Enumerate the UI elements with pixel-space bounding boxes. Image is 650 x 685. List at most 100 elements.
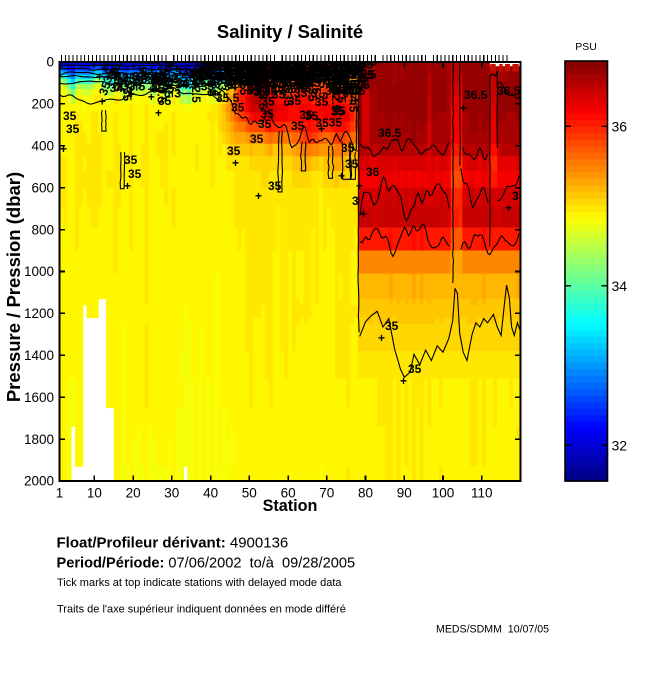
svg-text:35.5: 35.5	[246, 70, 260, 94]
svg-text:110: 110	[471, 486, 493, 501]
svg-text:35: 35	[335, 74, 349, 88]
svg-text:+: +	[173, 62, 180, 76]
svg-text:34: 34	[334, 73, 348, 87]
svg-text:35: 35	[247, 83, 261, 97]
svg-text:+: +	[190, 65, 197, 79]
svg-text:33.5: 33.5	[342, 56, 366, 70]
svg-text:35: 35	[338, 61, 352, 75]
svg-text:35: 35	[281, 70, 295, 84]
svg-text:35: 35	[214, 70, 228, 84]
svg-text:80: 80	[358, 486, 373, 501]
svg-text:35: 35	[293, 72, 307, 86]
svg-text:+: +	[320, 75, 327, 89]
svg-text:+: +	[113, 67, 120, 81]
svg-text:35: 35	[255, 62, 269, 76]
svg-text:35: 35	[306, 88, 320, 102]
svg-text:35: 35	[253, 85, 267, 99]
svg-text:Tick marks at top indicate sta: Tick marks at top indicate stations with…	[57, 577, 342, 589]
svg-text:+: +	[307, 66, 314, 80]
svg-text:35: 35	[273, 57, 287, 71]
svg-text:33.5: 33.5	[256, 87, 270, 111]
svg-text:35: 35	[288, 59, 302, 73]
svg-text:+: +	[218, 72, 225, 86]
svg-text:+: +	[252, 62, 259, 76]
svg-text:5: 5	[237, 83, 251, 90]
svg-text:5: 5	[306, 70, 313, 84]
svg-text:+: +	[265, 54, 272, 68]
svg-text:35: 35	[360, 58, 374, 72]
svg-text:+: +	[152, 68, 159, 82]
svg-text:+: +	[250, 74, 257, 88]
svg-text:34: 34	[294, 72, 308, 86]
svg-text:32.5: 32.5	[164, 71, 188, 85]
svg-text:+: +	[207, 68, 214, 82]
svg-text:100: 100	[432, 486, 455, 501]
svg-text:35: 35	[325, 84, 339, 98]
svg-text:35: 35	[254, 64, 268, 78]
svg-text:35: 35	[63, 109, 77, 123]
svg-text:+: +	[246, 62, 253, 76]
svg-text:5: 5	[352, 79, 366, 86]
svg-text:+: +	[302, 74, 309, 88]
svg-text:35: 35	[308, 64, 322, 78]
svg-text:35: 35	[227, 144, 241, 158]
svg-text:36.5: 36.5	[464, 88, 488, 102]
svg-text:+: +	[96, 70, 103, 84]
svg-text:34.5: 34.5	[342, 84, 366, 98]
svg-text:35: 35	[275, 61, 289, 75]
svg-text:+: +	[148, 90, 155, 104]
svg-text:35: 35	[319, 64, 333, 78]
svg-text:35: 35	[217, 68, 235, 86]
svg-text:+: +	[334, 59, 341, 73]
svg-text:35: 35	[274, 63, 288, 77]
svg-text:35: 35	[231, 66, 245, 80]
svg-text:200: 200	[31, 97, 54, 112]
svg-text:+: +	[159, 76, 166, 90]
svg-text:34: 34	[307, 65, 321, 79]
svg-text:35: 35	[341, 66, 355, 80]
svg-text:5: 5	[264, 71, 278, 78]
svg-text:5: 5	[320, 61, 327, 75]
svg-text:+: +	[147, 82, 154, 96]
svg-text:34.5: 34.5	[330, 63, 354, 77]
svg-text:35.5: 35.5	[225, 74, 249, 88]
svg-text:34: 34	[251, 70, 265, 84]
svg-text:35: 35	[283, 70, 297, 84]
svg-text:35: 35	[250, 132, 264, 146]
svg-text:Salinity / Salinité: Salinity / Salinité	[217, 21, 363, 42]
svg-text:5: 5	[344, 80, 358, 87]
svg-text:35: 35	[296, 79, 310, 93]
svg-text:35: 35	[227, 66, 241, 80]
svg-text:33.5: 33.5	[229, 63, 253, 77]
svg-text:35: 35	[348, 84, 362, 98]
svg-text:Float/Profileur dérivant: 4900: Float/Profileur dérivant: 4900136	[57, 535, 289, 552]
svg-text:34.5: 34.5	[279, 77, 303, 91]
svg-text:34.5: 34.5	[175, 78, 199, 92]
svg-text:3: 3	[272, 63, 288, 74]
svg-text:33.5: 33.5	[346, 78, 370, 92]
svg-text:33.5: 33.5	[343, 67, 357, 91]
svg-text:+: +	[160, 67, 167, 81]
svg-text:32.5: 32.5	[247, 56, 271, 70]
svg-text:Traits de l'axe supérieur indi: Traits de l'axe supérieur indiquent donn…	[57, 604, 346, 616]
svg-text:+: +	[189, 68, 196, 82]
svg-text:35: 35	[213, 59, 227, 73]
svg-text:60: 60	[281, 486, 296, 501]
svg-text:5: 5	[342, 66, 349, 80]
svg-text:35: 35	[310, 56, 324, 70]
svg-text:+: +	[281, 83, 288, 97]
svg-text:35: 35	[352, 54, 366, 68]
svg-text:1: 1	[56, 486, 64, 501]
svg-text:35: 35	[314, 71, 328, 85]
svg-text:35: 35	[266, 68, 280, 82]
svg-text:34.5: 34.5	[277, 68, 301, 82]
svg-text:32.5: 32.5	[255, 75, 279, 89]
svg-text:+: +	[299, 53, 306, 67]
svg-text:35: 35	[268, 59, 286, 77]
svg-text:5: 5	[328, 61, 335, 75]
svg-text:1400: 1400	[24, 348, 54, 363]
svg-text:35: 35	[332, 81, 346, 95]
svg-text:32.5: 32.5	[272, 69, 286, 93]
svg-text:+: +	[258, 57, 265, 71]
svg-text:+: +	[338, 68, 345, 82]
